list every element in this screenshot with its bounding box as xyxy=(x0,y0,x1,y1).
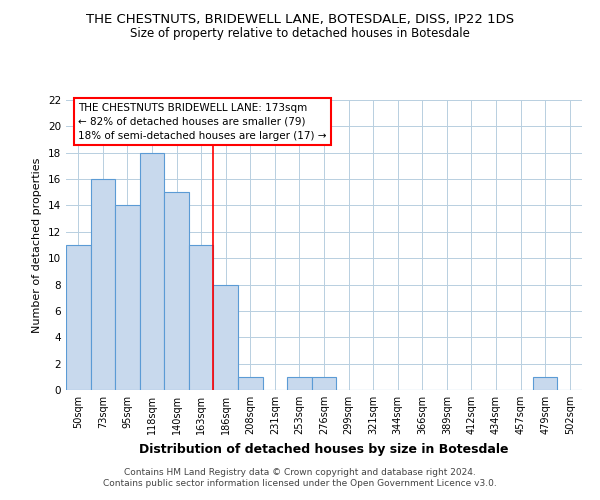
Bar xyxy=(214,284,238,390)
Bar xyxy=(238,377,263,390)
Text: Size of property relative to detached houses in Botesdale: Size of property relative to detached ho… xyxy=(130,28,470,40)
Bar xyxy=(115,206,140,390)
Bar xyxy=(533,377,557,390)
Text: Contains HM Land Registry data © Crown copyright and database right 2024.
Contai: Contains HM Land Registry data © Crown c… xyxy=(103,468,497,487)
Bar xyxy=(91,179,115,390)
X-axis label: Distribution of detached houses by size in Botesdale: Distribution of detached houses by size … xyxy=(139,442,509,456)
Bar xyxy=(287,377,312,390)
Bar xyxy=(189,245,214,390)
Bar xyxy=(140,152,164,390)
Bar xyxy=(312,377,336,390)
Bar xyxy=(66,245,91,390)
Y-axis label: Number of detached properties: Number of detached properties xyxy=(32,158,43,332)
Text: THE CHESTNUTS, BRIDEWELL LANE, BOTESDALE, DISS, IP22 1DS: THE CHESTNUTS, BRIDEWELL LANE, BOTESDALE… xyxy=(86,12,514,26)
Text: THE CHESTNUTS BRIDEWELL LANE: 173sqm
← 82% of detached houses are smaller (79)
1: THE CHESTNUTS BRIDEWELL LANE: 173sqm ← 8… xyxy=(78,102,327,141)
Bar xyxy=(164,192,189,390)
